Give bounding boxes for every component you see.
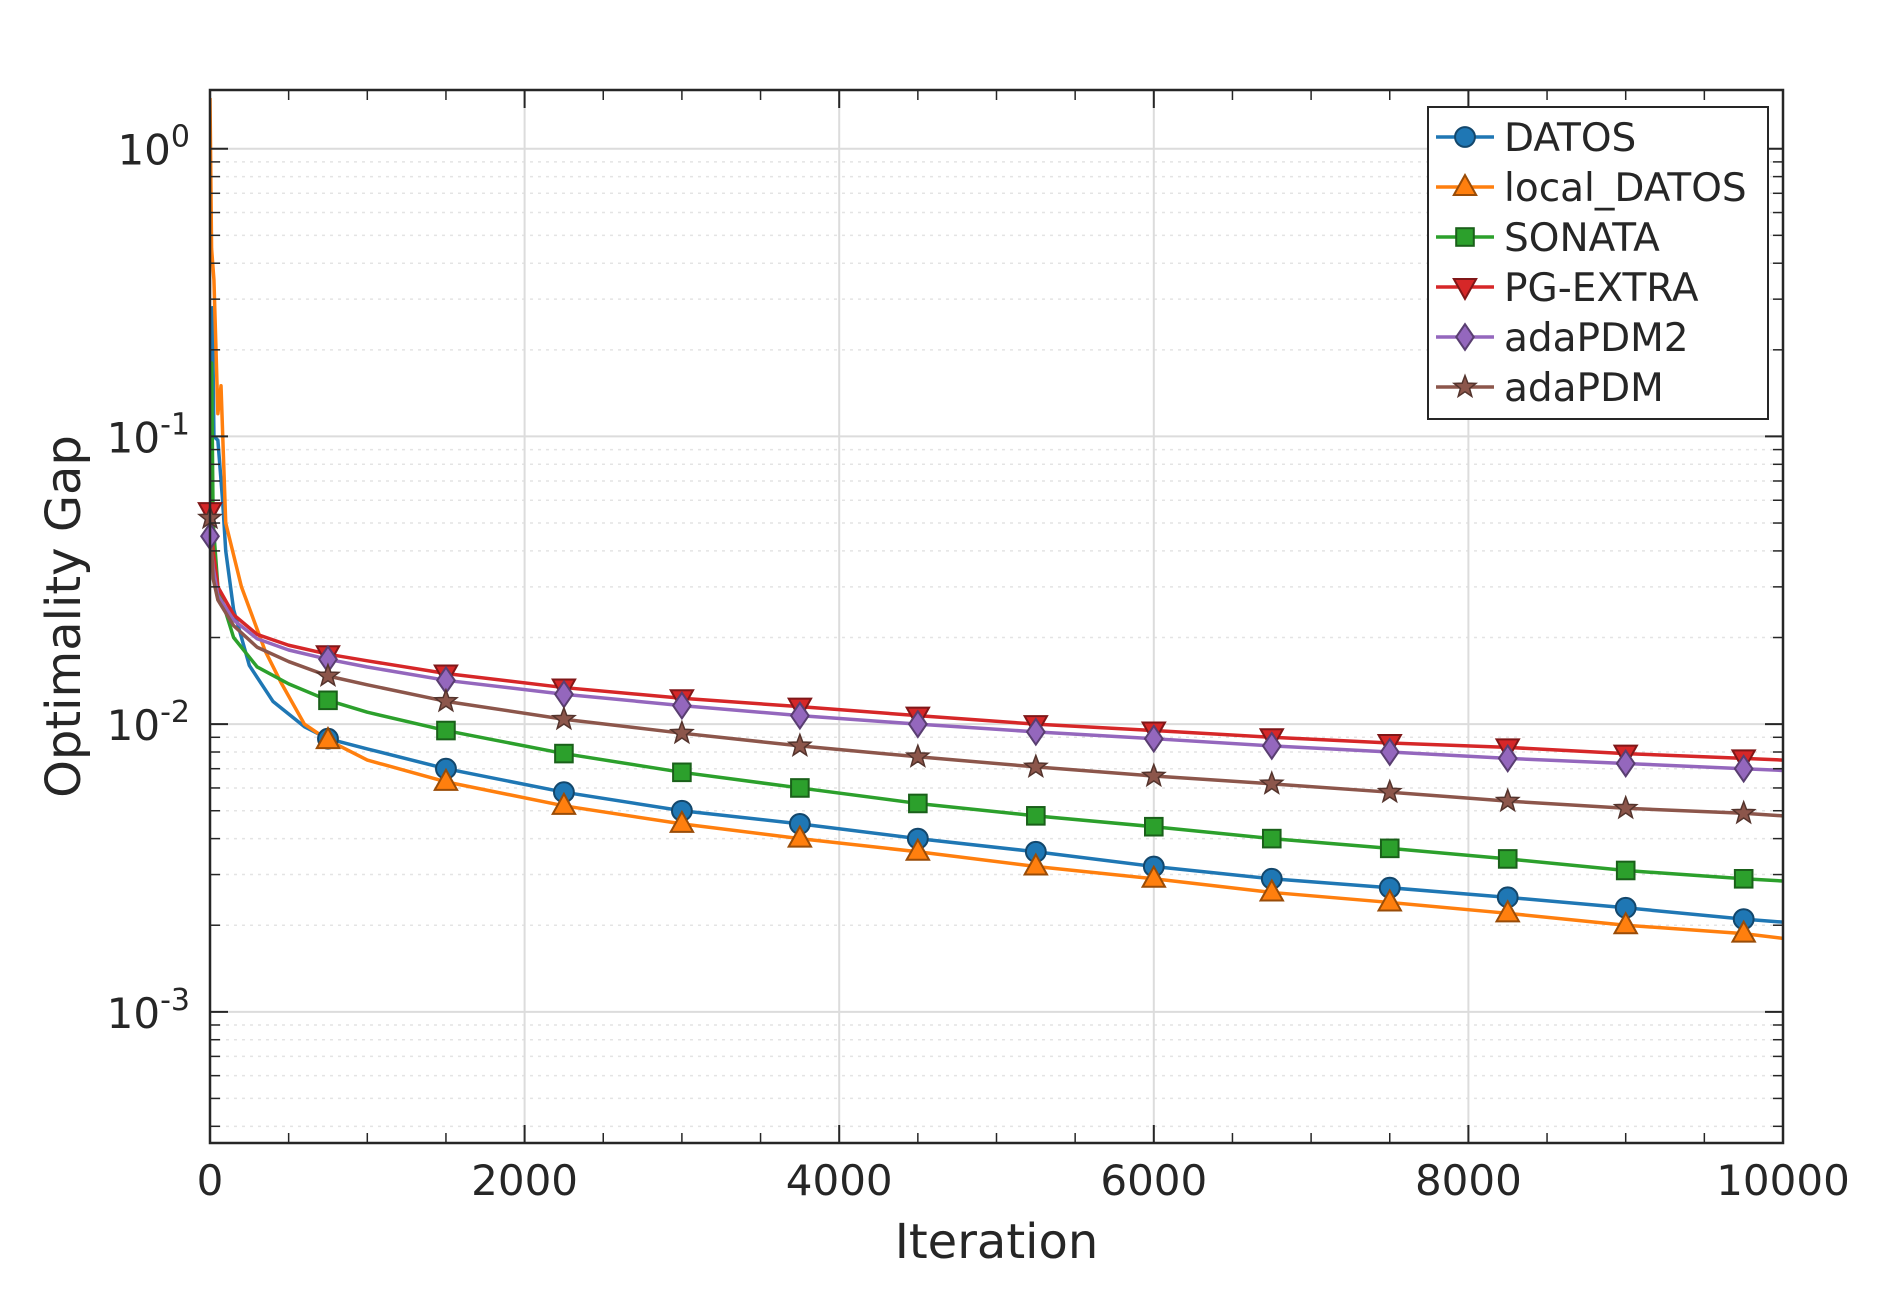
- ticks-layer: 10-3 10-2 10-1 100 0 2000 4000 6000 8000 10000: [107, 90, 1850, 1205]
- legend-entry: adaPDM2: [1436, 316, 1689, 361]
- data-point-local_DATOS: [1494, 899, 1521, 923]
- legend-entry: adaPDM: [1436, 366, 1664, 411]
- x-tick-label: 6000: [1100, 1156, 1207, 1205]
- series-markers-SONATA: [318, 690, 1754, 889]
- data-point-local_DATOS: [1022, 852, 1049, 876]
- data-point-adaPDM: [1612, 794, 1639, 820]
- legend-label: PG-EXTRA: [1504, 266, 1699, 311]
- data-point-SONATA: [1261, 828, 1282, 849]
- legend-label: adaPDM: [1504, 366, 1664, 411]
- data-point-SONATA: [1497, 849, 1518, 869]
- data-point-adaPDM2: [1615, 748, 1636, 779]
- data-point-SONATA: [1733, 868, 1754, 889]
- data-point-adaPDM2: [1379, 737, 1400, 767]
- legend-entry: local_DATOS: [1436, 166, 1747, 211]
- data-point-local_DATOS: [1258, 878, 1285, 902]
- series-markers-local_DATOS: [315, 726, 1757, 943]
- data-point-SONATA: [790, 778, 810, 798]
- series-layer: [196, 98, 1783, 943]
- legend-marker: [1451, 373, 1479, 399]
- data-point-local_DATOS: [1376, 888, 1403, 912]
- data-point-adaPDM2: [671, 691, 692, 721]
- data-point-local_DATOS: [1140, 864, 1167, 888]
- data-point-adaPDM: [432, 687, 459, 713]
- series-markers-adaPDM2: [199, 521, 1754, 784]
- data-point-local_DATOS: [433, 767, 459, 791]
- data-point-local_DATOS: [904, 837, 931, 861]
- x-axis-label: Iteration: [895, 1214, 1099, 1270]
- data-point-adaPDM2: [1143, 724, 1164, 754]
- x-tick-label: 4000: [786, 1156, 893, 1205]
- data-point-adaPDM: [1376, 778, 1403, 804]
- x-tick-label: 2000: [471, 1156, 578, 1205]
- data-point-adaPDM: [1140, 762, 1167, 788]
- data-point-adaPDM: [1022, 753, 1049, 778]
- legend-label: SONATA: [1504, 216, 1660, 261]
- x-tick-label: 10000: [1716, 1156, 1850, 1205]
- legend-entry: SONATA: [1436, 216, 1660, 261]
- y-tick-label: 10-1: [107, 407, 190, 462]
- legend-entry: PG-EXTRA: [1436, 266, 1699, 311]
- y-tick-label: 100: [117, 120, 190, 175]
- data-point-adaPDM: [786, 732, 813, 757]
- y-axis-label: Optimality Gap: [36, 435, 92, 798]
- legend-entry: DATOS: [1436, 116, 1636, 161]
- data-point-local_DATOS: [786, 824, 813, 848]
- legend-label: DATOS: [1504, 116, 1636, 161]
- data-point-SONATA: [554, 743, 574, 764]
- data-point-local_DATOS: [315, 726, 341, 750]
- data-point-adaPDM: [314, 662, 341, 688]
- data-point-SONATA: [1144, 816, 1164, 837]
- legend: DATOS local_DATOS SONATA PG-EXTRA adaPDM2 ada…: [1427, 106, 1769, 420]
- x-tick-label: 8000: [1415, 1156, 1522, 1205]
- data-point-adaPDM2: [789, 701, 810, 731]
- x-tick-label: 0: [197, 1156, 224, 1205]
- data-point-adaPDM: [668, 719, 695, 745]
- legend-marker: [1452, 172, 1478, 196]
- data-point-adaPDM2: [1261, 731, 1282, 761]
- legend-box: [1427, 106, 1769, 420]
- y-tick-label: 10-2: [107, 695, 190, 750]
- data-point-adaPDM2: [1733, 754, 1754, 784]
- data-point-SONATA: [908, 793, 928, 814]
- data-point-local_DATOS: [668, 809, 695, 833]
- data-point-adaPDM2: [907, 709, 928, 739]
- data-point-local_DATOS: [551, 791, 577, 815]
- data-point-local_DATOS: [1612, 911, 1639, 935]
- data-point-adaPDM: [550, 705, 577, 731]
- data-point-adaPDM: [1730, 799, 1757, 825]
- data-point-SONATA: [1379, 838, 1400, 859]
- data-point-SONATA: [1615, 860, 1636, 881]
- legend-label: local_DATOS: [1504, 166, 1747, 211]
- data-point-adaPDM2: [1497, 743, 1518, 773]
- legend-label: adaPDM2: [1504, 316, 1689, 361]
- data-point-SONATA: [318, 690, 338, 711]
- data-point-SONATA: [672, 762, 692, 783]
- legend-marker: [1454, 126, 1476, 148]
- legend-marker: [1454, 322, 1476, 352]
- legend-marker: [1455, 227, 1475, 247]
- data-point-adaPDM: [1258, 770, 1285, 795]
- data-point-adaPDM2: [1025, 717, 1046, 747]
- data-point-local_DATOS: [1730, 919, 1757, 943]
- y-tick-label: 10-3: [107, 983, 190, 1038]
- data-point-adaPDM: [904, 743, 931, 768]
- legend-marker: [1452, 278, 1478, 302]
- data-point-SONATA: [1026, 806, 1046, 826]
- data-point-adaPDM: [1494, 787, 1521, 813]
- data-point-SONATA: [436, 720, 456, 741]
